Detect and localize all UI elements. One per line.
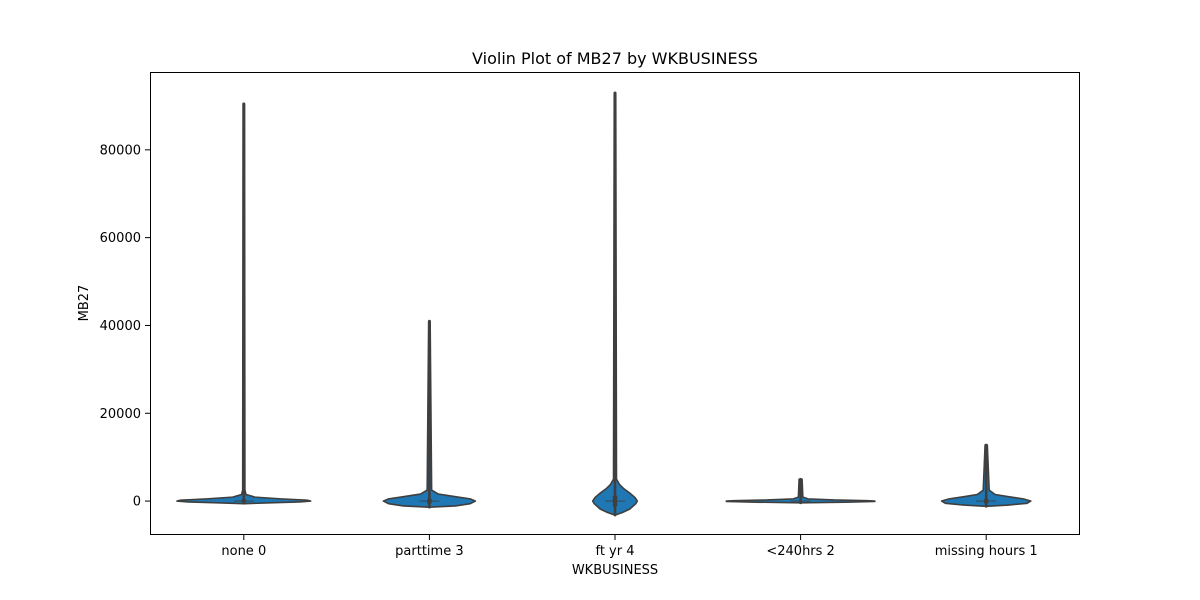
violin-3: [725, 477, 876, 505]
x-tick-label: ft yr 4: [595, 544, 634, 559]
y-tick-label: 80000: [100, 143, 141, 158]
y-tick-label: 0: [133, 495, 141, 510]
plot-frame: [150, 72, 1080, 535]
x-tick-label: parttime 3: [395, 544, 463, 559]
violin-2: [591, 91, 639, 517]
y-tick-label: 60000: [100, 231, 141, 246]
chart-title: Violin Plot of MB27 by WKBUSINESS: [472, 49, 758, 68]
x-axis-label: WKBUSINESS: [572, 563, 658, 578]
x-tick-label: <240hrs 2: [766, 544, 834, 559]
violin-0: [176, 102, 312, 505]
y-axis-label: MB27: [77, 285, 92, 322]
violin-1: [382, 319, 477, 509]
y-axis: 0 20000 40000 60000 80000: [100, 143, 151, 510]
violin-4: [940, 443, 1032, 508]
x-tick-label: none 0: [221, 544, 266, 559]
plot-area: [176, 91, 1032, 517]
x-axis: none 0 parttime 3 ft yr 4 <240hrs 2 missing …: [221, 534, 1038, 559]
y-tick-label: 20000: [100, 407, 141, 422]
x-tick-label: missing hours 1: [935, 544, 1038, 559]
y-tick-label: 40000: [100, 319, 141, 334]
